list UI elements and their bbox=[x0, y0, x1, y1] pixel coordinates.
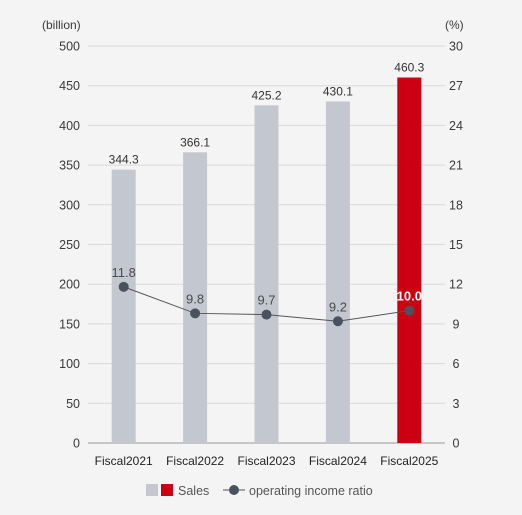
category-label: Fiscal2023 bbox=[237, 454, 295, 468]
left-tick-label: 150 bbox=[59, 317, 80, 331]
right-tick-label: 21 bbox=[449, 159, 463, 173]
legend-label-ratio: operating income ratio bbox=[249, 484, 373, 498]
x-axis: Fiscal2021 Fiscal2022 Fiscal2023 Fiscal2024… bbox=[95, 454, 439, 468]
legend-marker-symbol bbox=[229, 485, 239, 495]
category-label: Fiscal2021 bbox=[95, 454, 153, 468]
left-y-axis: 0 50 100 150 200 250 300 350 400 450 500 bbox=[59, 40, 80, 451]
ratio-value-label: 9.2 bbox=[329, 299, 347, 314]
ratio-value-label: 11.8 bbox=[112, 265, 136, 280]
right-tick-label: 27 bbox=[449, 79, 463, 93]
legend-swatch-gray bbox=[146, 484, 158, 496]
legend: Sales operating income ratio bbox=[146, 484, 373, 498]
right-tick-label: 15 bbox=[449, 238, 463, 252]
left-tick-label: 50 bbox=[66, 397, 80, 411]
left-axis-unit: (billion) bbox=[42, 18, 81, 32]
sales-value-label: 460.3 bbox=[394, 61, 424, 75]
ratio-line: 11.8 9.8 9.7 9.2 10.0 bbox=[112, 265, 422, 327]
right-tick-label: 9 bbox=[453, 317, 460, 331]
category-label: Fiscal2025 bbox=[380, 454, 438, 468]
right-tick-label: 6 bbox=[453, 357, 460, 371]
sales-value-labels: 344.3 366.1 425.2 430.1 460.3 bbox=[109, 61, 425, 167]
left-tick-label: 250 bbox=[59, 238, 80, 252]
ratio-marker bbox=[190, 308, 201, 319]
left-tick-label: 400 bbox=[59, 119, 80, 133]
category-label: Fiscal2022 bbox=[166, 454, 224, 468]
left-tick-label: 0 bbox=[73, 437, 80, 451]
sales-bars bbox=[111, 77, 422, 444]
ratio-marker bbox=[118, 281, 129, 292]
right-y-axis: 0 3 6 9 12 15 18 21 24 27 30 bbox=[449, 40, 463, 451]
left-tick-label: 350 bbox=[59, 159, 80, 173]
sales-bar bbox=[183, 152, 208, 444]
right-tick-label: 0 bbox=[453, 437, 460, 451]
sales-bar bbox=[397, 77, 422, 444]
left-tick-label: 100 bbox=[59, 357, 80, 371]
right-tick-label: 12 bbox=[449, 278, 463, 292]
right-axis-unit: (%) bbox=[445, 18, 464, 32]
right-tick-label: 3 bbox=[453, 397, 460, 411]
legend-swatch-red bbox=[161, 484, 173, 496]
ratio-value-label: 10.0 bbox=[397, 289, 422, 304]
sales-value-label: 344.3 bbox=[109, 153, 139, 167]
ratio-marker bbox=[261, 309, 272, 320]
sales-bar bbox=[254, 105, 279, 443]
ratio-value-label: 9.8 bbox=[186, 291, 204, 306]
right-tick-label: 24 bbox=[449, 119, 463, 133]
left-tick-label: 450 bbox=[59, 79, 80, 93]
ratio-marker bbox=[332, 316, 343, 327]
left-tick-label: 200 bbox=[59, 278, 80, 292]
sales-value-label: 366.1 bbox=[180, 135, 210, 149]
sales-value-label: 425.2 bbox=[251, 88, 281, 102]
ratio-marker bbox=[404, 305, 415, 316]
left-tick-label: 500 bbox=[59, 40, 80, 54]
legend-label-sales: Sales bbox=[178, 484, 209, 498]
right-tick-label: 30 bbox=[449, 40, 463, 54]
left-tick-label: 300 bbox=[59, 198, 80, 212]
ratio-value-label: 9.7 bbox=[257, 293, 275, 308]
sales-bar bbox=[325, 101, 350, 443]
right-tick-label: 18 bbox=[449, 198, 463, 212]
sales-value-label: 430.1 bbox=[323, 85, 353, 99]
category-label: Fiscal2024 bbox=[309, 454, 367, 468]
sales-bar bbox=[111, 169, 136, 443]
